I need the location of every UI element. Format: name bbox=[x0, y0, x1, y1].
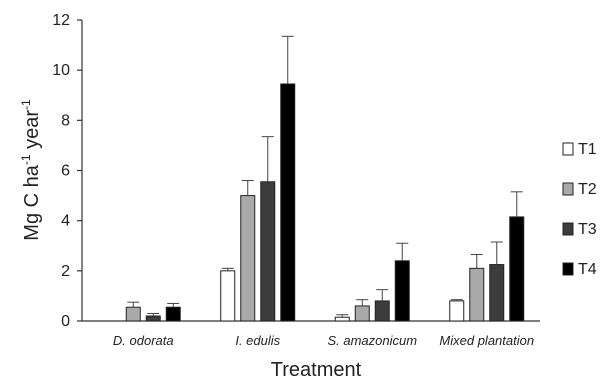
y-tick-label: 8 bbox=[61, 112, 70, 129]
legend-swatch-t4 bbox=[562, 262, 574, 276]
bar-t1-3 bbox=[449, 300, 465, 322]
bar-t1-2 bbox=[334, 316, 350, 322]
y-tick-label: 6 bbox=[61, 163, 70, 180]
bars bbox=[125, 35, 525, 322]
bar-t4-2 bbox=[394, 260, 410, 322]
bar-t4-3 bbox=[509, 216, 525, 322]
y-tick-label: 2 bbox=[61, 263, 70, 280]
y-tick-label: 12 bbox=[52, 12, 70, 29]
y-tick-label: 0 bbox=[61, 313, 70, 330]
bar-t3-2 bbox=[374, 300, 390, 322]
y-tick-label: 10 bbox=[52, 62, 70, 79]
x-category-label: I. edulis bbox=[235, 333, 280, 348]
y-axis-title-sup2: -1 bbox=[19, 99, 33, 110]
y-axis-title-sup1: -1 bbox=[19, 154, 33, 165]
legend: T1 T2 T3 T4 bbox=[562, 141, 597, 278]
x-category-label: D. odorata bbox=[113, 333, 174, 348]
bar-t3-1 bbox=[260, 181, 276, 322]
y-ticks: 0 2 4 6 8 10 12 bbox=[52, 12, 82, 330]
legend-swatch-t3 bbox=[562, 222, 574, 236]
bar-t2-3 bbox=[469, 267, 485, 322]
bar-t2-0 bbox=[125, 306, 141, 322]
bar-t4-0 bbox=[165, 306, 181, 322]
legend-swatch-t2 bbox=[562, 182, 574, 196]
legend-label-t3: T3 bbox=[578, 221, 597, 238]
bar-t1-1 bbox=[220, 270, 236, 322]
legend-label-t4: T4 bbox=[578, 261, 597, 278]
x-category-labels: D. odorata I. edulis S. amazonicum Mixed pl… bbox=[113, 333, 534, 348]
y-tick-label: 4 bbox=[61, 213, 70, 230]
bar-t2-2 bbox=[354, 305, 370, 322]
legend-swatch-t1 bbox=[562, 142, 574, 156]
y-axis-title-base: Mg C ha bbox=[21, 164, 43, 240]
bar-t3-3 bbox=[489, 264, 505, 322]
x-axis-title: Treatment bbox=[271, 359, 362, 381]
x-category-label: Mixed plantation bbox=[439, 333, 534, 348]
legend-label-t2: T2 bbox=[578, 181, 597, 198]
y-axis-title: Mg C ha-1 year-1 bbox=[19, 99, 43, 241]
bar-t2-1 bbox=[240, 195, 256, 322]
bar-t3-0 bbox=[145, 315, 161, 322]
bar-t4-1 bbox=[280, 83, 296, 322]
x-category-label: S. amazonicum bbox=[327, 333, 417, 348]
legend-label-t1: T1 bbox=[578, 141, 597, 158]
y-axis-title-mid: year bbox=[21, 110, 43, 155]
